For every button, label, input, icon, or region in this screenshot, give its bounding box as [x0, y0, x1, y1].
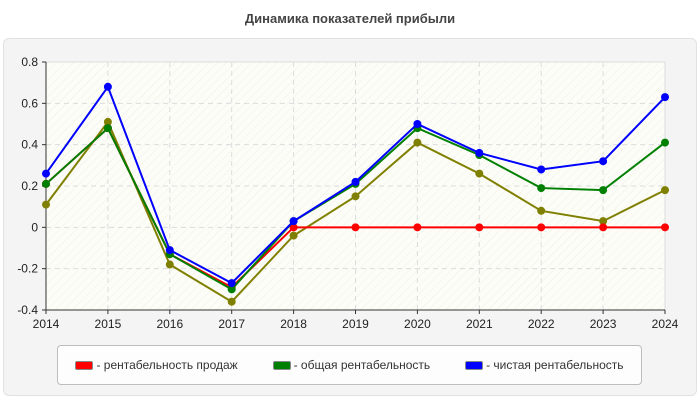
data-point	[103, 117, 112, 126]
x-tick-label: 2015	[95, 317, 122, 331]
data-point	[599, 223, 608, 232]
data-point	[537, 165, 546, 174]
data-point	[351, 177, 360, 186]
data-point	[661, 138, 669, 147]
x-tick-label: 2023	[590, 317, 617, 331]
data-point	[413, 120, 422, 128]
data-point	[475, 148, 484, 157]
y-tick-label: 0	[31, 220, 38, 234]
data-point	[475, 223, 484, 232]
data-point	[537, 206, 546, 215]
legend-label: - чистая рентабельность	[486, 358, 624, 372]
series-3	[42, 82, 669, 288]
data-point	[661, 223, 669, 232]
series-0	[42, 117, 669, 306]
legend-swatch	[272, 360, 291, 370]
data-point	[289, 217, 298, 226]
data-point	[599, 157, 608, 166]
y-tick-label: -0.4	[17, 303, 38, 317]
x-tick-label: 2020	[404, 317, 431, 331]
data-point	[42, 169, 50, 178]
data-point	[227, 297, 236, 306]
data-point	[661, 93, 669, 102]
legend-swatch	[465, 360, 484, 370]
data-point	[599, 186, 608, 195]
x-tick-label: 2018	[280, 317, 307, 331]
data-point	[165, 246, 174, 255]
legend-item-net[interactable]: - чистая рентабельность	[465, 358, 624, 372]
data-point	[351, 223, 360, 232]
data-point	[289, 231, 298, 240]
data-point	[661, 186, 669, 195]
data-point	[227, 285, 236, 294]
data-point	[537, 184, 546, 193]
data-point	[165, 260, 174, 269]
y-tick-label: 0.6	[21, 96, 38, 110]
data-point	[227, 279, 236, 288]
x-tick-label: 2022	[528, 317, 555, 331]
data-point	[599, 217, 608, 226]
data-point	[42, 179, 50, 188]
data-point	[413, 138, 422, 147]
y-tick-label: 0.8	[21, 55, 38, 69]
data-point	[351, 192, 360, 201]
data-point	[42, 200, 50, 209]
x-tick-label: 2016	[156, 317, 183, 331]
y-tick-label: 0.2	[21, 179, 38, 193]
data-point	[537, 223, 546, 232]
data-point	[103, 82, 112, 91]
data-point	[475, 169, 484, 178]
legend-swatch	[75, 360, 94, 370]
legend-label: - рентабельность продаж	[96, 358, 238, 372]
x-tick-label: 2017	[218, 317, 245, 331]
legend-label: - общая рентабельность	[293, 358, 431, 372]
chart-title: Динамика показателей прибыли	[244, 11, 456, 26]
legend: - рентабельность продаж - общая рентабел…	[57, 345, 642, 385]
x-tick-label: 2021	[466, 317, 493, 331]
y-tick-label: 0.4	[21, 138, 38, 152]
x-tick-label: 2019	[342, 317, 369, 331]
legend-item-sales[interactable]: - рентабельность продаж	[75, 358, 238, 372]
x-tick-label: 2024	[652, 317, 679, 331]
data-point	[103, 124, 112, 133]
y-tick-label: -0.2	[17, 262, 38, 276]
x-tick-label: 2014	[33, 317, 60, 331]
data-point	[289, 223, 298, 232]
legend-item-total[interactable]: - общая рентабельность	[272, 358, 431, 372]
data-point	[413, 223, 422, 232]
